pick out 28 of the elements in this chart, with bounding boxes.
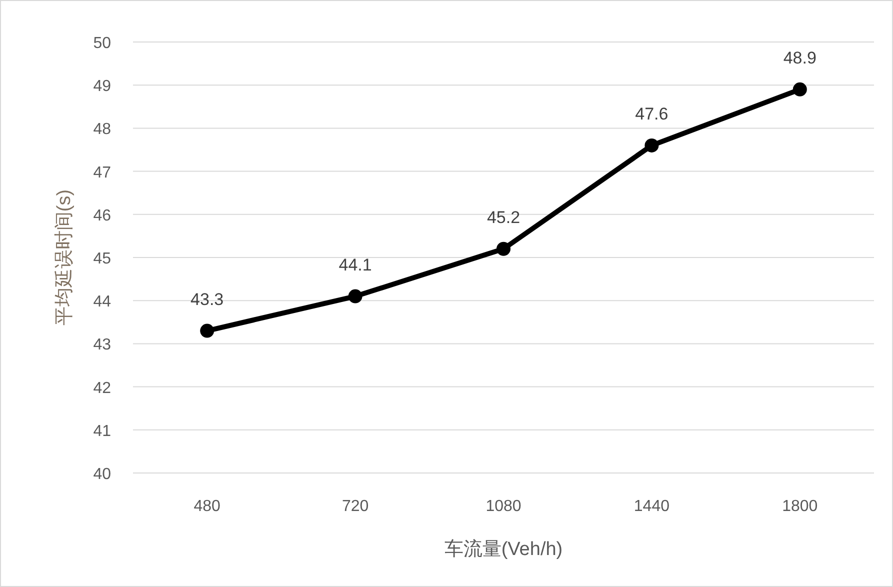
y-tick-label: 43 [93,336,112,354]
point [496,242,510,256]
y-tick-label: 49 [93,78,112,96]
y-tick-label: 44 [93,294,112,311]
x-tick-label: 1800 [782,498,818,515]
y-tick-label: 42 [93,380,112,397]
data-label: 47.6 [635,104,668,124]
y-tick-label: 46 [93,207,112,224]
data-label: 45.2 [486,208,520,227]
point [348,289,362,304]
y-tick-label: 41 [93,422,112,440]
y-tick-label: 47 [93,164,112,182]
y-tick-label: 50 [93,35,112,52]
point [200,324,214,338]
y-tick-label: 48 [93,121,112,138]
x-tick-label: 1440 [634,498,670,515]
data-label: 48.9 [783,48,816,68]
point [644,138,659,152]
data-label: 44.1 [338,255,372,274]
x-tick-label: 1080 [486,498,522,515]
x-tick-label: 480 [194,498,221,515]
y-tick-label: 45 [93,250,112,268]
y-tick-label: 40 [93,466,112,483]
data-label: 43.3 [190,290,224,309]
x-axis-title: 车流量(Veh/h) [444,538,563,560]
x-tick-label: 720 [342,498,369,515]
y-axis-title: 平均延误时间(s) [54,189,75,326]
point [792,82,807,96]
